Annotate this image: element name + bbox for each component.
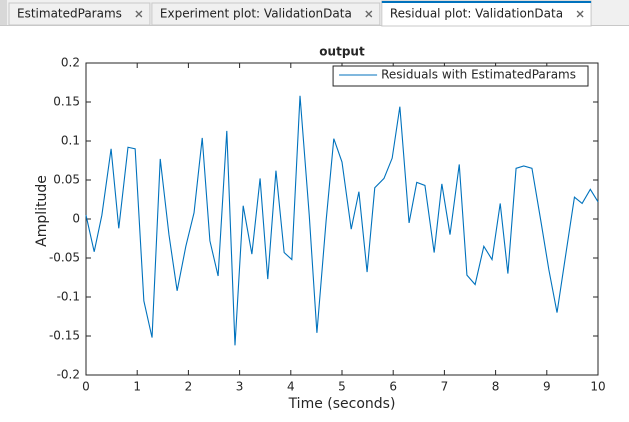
y-tick-label: 0: [72, 212, 80, 226]
tab-close[interactable]: [576, 10, 584, 18]
legend-label: Residuals with EstimatedParams: [381, 68, 576, 82]
tab[interactable]: [151, 2, 381, 26]
tab-highlight: [381, 1, 592, 3]
y-tick-label: 0.1: [61, 134, 80, 148]
tab-label[interactable]: EstimatedParams: [17, 7, 122, 21]
x-tick-label: 1: [133, 380, 141, 394]
y-tick-label: 0.15: [53, 95, 80, 109]
x-tick-label: 4: [287, 380, 295, 394]
x-tick-label: 2: [185, 380, 193, 394]
tab-label[interactable]: Experiment plot: ValidationData: [160, 7, 352, 21]
y-tick-label: -0.05: [49, 251, 80, 265]
x-axis-label: Time (seconds): [288, 396, 396, 412]
x-tick-label: 6: [389, 380, 397, 394]
tab-close[interactable]: [365, 10, 373, 18]
x-tick-label: 9: [543, 380, 551, 394]
line-series: [85, 95, 599, 346]
handle: [0, 0, 7, 26]
axes-box: [85, 62, 599, 376]
tab[interactable]: [381, 0, 592, 27]
y-tick-label: -0.1: [57, 290, 80, 304]
chart-title: output: [319, 45, 365, 59]
tab[interactable]: [8, 2, 151, 26]
legend: Residuals with EstimatedParams: [332, 65, 589, 87]
tab-label[interactable]: Residual plot: ValidationData: [390, 7, 563, 21]
x-tick-label: 3: [236, 380, 244, 394]
y-tick-label: 0.2: [61, 56, 80, 70]
y-tick-label: -0.2: [57, 368, 80, 382]
x-tick-label: 10: [590, 380, 605, 394]
y-axis-label: Amplitude: [34, 175, 50, 247]
x-tick-label: 7: [441, 380, 449, 394]
y-tick-label: 0.05: [53, 173, 80, 187]
x-tick-label: 0: [82, 380, 90, 394]
y-tick-label: -0.15: [49, 329, 80, 343]
x-tick-label: 8: [492, 380, 500, 394]
x-tick-label: 5: [338, 380, 346, 394]
tab-close[interactable]: [135, 10, 143, 18]
legend-box: [332, 65, 589, 87]
